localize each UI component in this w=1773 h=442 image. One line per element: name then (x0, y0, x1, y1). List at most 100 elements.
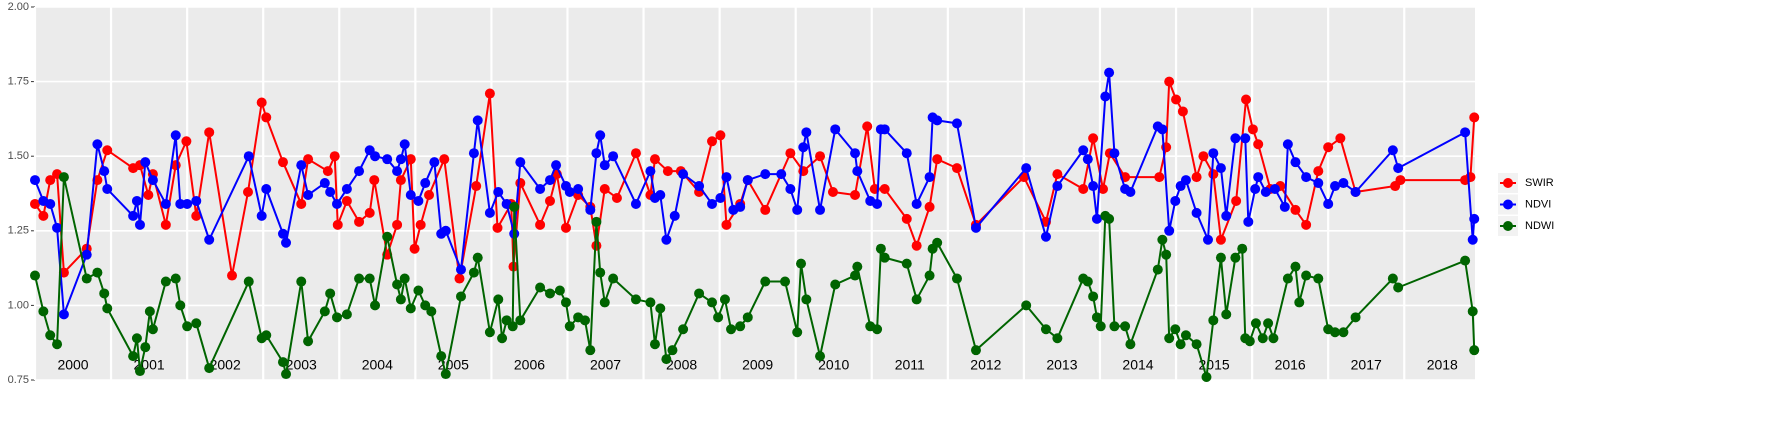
data-point (1301, 219, 1312, 230)
data-point (850, 189, 861, 200)
data-point (134, 219, 145, 230)
data-point (102, 184, 113, 195)
data-point (182, 198, 193, 209)
data-point (507, 321, 518, 332)
data-point (951, 118, 962, 129)
data-point (341, 184, 352, 195)
data-point (1241, 94, 1252, 105)
data-point (341, 309, 352, 320)
data-point (395, 294, 406, 305)
data-point (395, 154, 406, 165)
data-point (1191, 172, 1202, 183)
data-point (801, 127, 812, 138)
data-point (1088, 291, 1099, 302)
data-point (1330, 327, 1341, 338)
x-tick-label: 2016 (1275, 357, 1306, 373)
data-point (1269, 184, 1280, 195)
data-point (354, 273, 365, 284)
data-point (175, 198, 186, 209)
data-point (1247, 124, 1258, 135)
data-point (354, 166, 365, 177)
data-point (81, 273, 92, 284)
data-point (932, 237, 943, 248)
data-point (181, 136, 192, 147)
data-point (399, 139, 410, 150)
data-point (901, 148, 912, 159)
data-point (175, 300, 186, 311)
data-point (58, 309, 69, 320)
data-point (140, 157, 151, 168)
data-point (471, 181, 482, 192)
data-point (405, 154, 416, 165)
data-point (713, 312, 724, 323)
data-point (325, 187, 336, 198)
data-point (501, 198, 512, 209)
data-point (678, 169, 689, 180)
data-point (144, 306, 155, 317)
data-point (1393, 282, 1404, 293)
data-point (951, 163, 962, 174)
legend-label: NDVI (1525, 198, 1551, 210)
data-point (472, 252, 483, 263)
y-tick-label: 0.75 (8, 374, 29, 386)
x-tick-label: 2014 (1122, 357, 1153, 373)
data-point (484, 327, 495, 338)
data-point (52, 222, 63, 233)
data-point (1202, 234, 1213, 245)
data-point (281, 369, 292, 380)
data-point (256, 97, 267, 108)
data-point (170, 130, 181, 141)
y-tick-label: 1.50 (8, 150, 29, 162)
data-point (1313, 166, 1324, 177)
data-point (131, 333, 142, 344)
data-point (1268, 333, 1279, 344)
data-point (1104, 213, 1115, 224)
data-point (735, 321, 746, 332)
data-point (815, 351, 826, 362)
data-point (911, 198, 922, 209)
data-point (58, 172, 69, 183)
data-point (454, 273, 465, 284)
data-point (147, 175, 158, 186)
data-point (1323, 198, 1334, 209)
data-point (1052, 169, 1063, 180)
data-point (591, 148, 602, 159)
data-point (1294, 297, 1305, 308)
data-point (303, 154, 314, 165)
data-point (92, 267, 103, 278)
data-point (472, 115, 483, 126)
data-point (1230, 252, 1241, 263)
data-point (815, 151, 826, 162)
data-point (1338, 178, 1349, 189)
data-point (719, 294, 730, 305)
data-point (242, 187, 253, 198)
data-point (535, 219, 546, 230)
x-tick-label: 2002 (210, 357, 241, 373)
data-point (281, 237, 292, 248)
data-point (742, 175, 753, 186)
data-point (484, 88, 495, 99)
data-point (382, 231, 393, 242)
data-point (405, 303, 416, 314)
data-point (1282, 139, 1293, 150)
data-point (1021, 300, 1032, 311)
data-point (852, 166, 863, 177)
data-point (1120, 321, 1131, 332)
x-tick-label: 2017 (1351, 357, 1382, 373)
data-point (364, 207, 375, 218)
y-tick-label: 1.25 (8, 225, 29, 237)
data-point (827, 187, 838, 198)
data-point (420, 178, 431, 189)
data-point (1170, 324, 1181, 335)
data-point (792, 204, 803, 215)
data-point (850, 270, 861, 281)
data-point (591, 216, 602, 227)
data-point (204, 127, 215, 138)
data-point (1465, 172, 1476, 183)
x-tick-label: 2003 (286, 357, 317, 373)
data-point (544, 175, 555, 186)
data-point (1313, 178, 1324, 189)
data-point (182, 321, 193, 332)
data-point (649, 154, 660, 165)
data-point (1240, 133, 1251, 144)
